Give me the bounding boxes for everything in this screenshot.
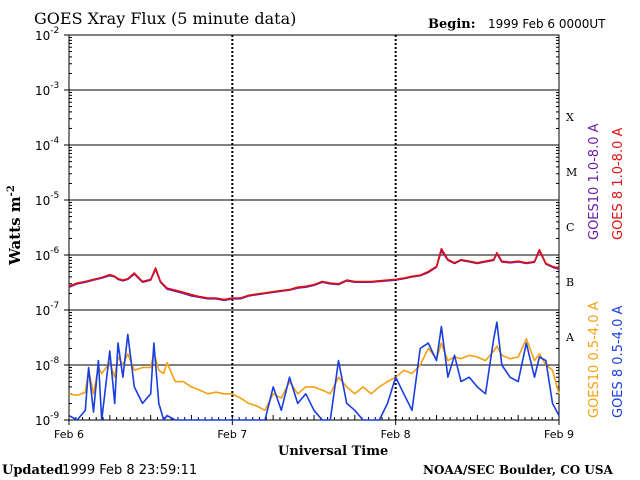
legend-entry-3: GOES 8 0.5-4.0 A [611, 306, 626, 418]
y-axis-label: Watts m-2 [6, 185, 24, 266]
y-tick-label: 10-6 [35, 246, 60, 263]
plot-frame [68, 34, 560, 421]
y-tick-label: 10-7 [35, 301, 59, 318]
series-line-1 [68, 247, 560, 301]
y-axis-label-text: Watts m [6, 196, 24, 266]
y-tick-label: 10-3 [35, 81, 59, 98]
series-line-3 [68, 321, 560, 421]
x-tick-label: Feb 8 [381, 428, 411, 441]
flare-class-label: X [566, 111, 574, 124]
flare-class-label: M [566, 166, 577, 179]
legend-entry-1: GOES 8 1.0-8.0 A [611, 128, 626, 240]
x-tick-label: Feb 6 [54, 428, 84, 441]
series-line-0 [68, 249, 560, 302]
begin-label: Begin: [428, 17, 476, 32]
y-tick-label: 10-5 [35, 191, 59, 208]
legend-entry-2: GOES10 0.5-4.0 A [587, 301, 602, 418]
credit-text: NOAA/SEC Boulder, CO USA [423, 463, 614, 477]
begin-value: 1999 Feb 6 0000UT [488, 17, 606, 31]
x-tick-label: Feb 7 [217, 428, 247, 441]
y-tick-label: 10-2 [35, 26, 59, 43]
x-axis-label: Universal Time [278, 444, 388, 459]
updated-value: 1999 Feb 8 23:59:11 [62, 463, 197, 478]
chart-title: GOES Xray Flux (5 minute data) [34, 9, 296, 28]
flare-class-label: A [565, 331, 575, 344]
flare-class-label: C [566, 221, 574, 234]
updated-label: Updated [2, 463, 63, 478]
flare-class-label: B [566, 276, 574, 289]
y-tick-label: 10-4 [35, 136, 60, 153]
series-line-2 [68, 337, 560, 412]
x-tick-label: Feb 9 [544, 428, 574, 441]
y-tick-label: 10-8 [35, 356, 60, 373]
y-tick-label: 10-9 [35, 411, 60, 428]
y-axis-label-exponent: -2 [6, 185, 17, 196]
legend-entry-0: GOES10 1.0-8.0 A [587, 123, 602, 240]
svg-text:Watts m-2: Watts m-2 [6, 185, 24, 266]
